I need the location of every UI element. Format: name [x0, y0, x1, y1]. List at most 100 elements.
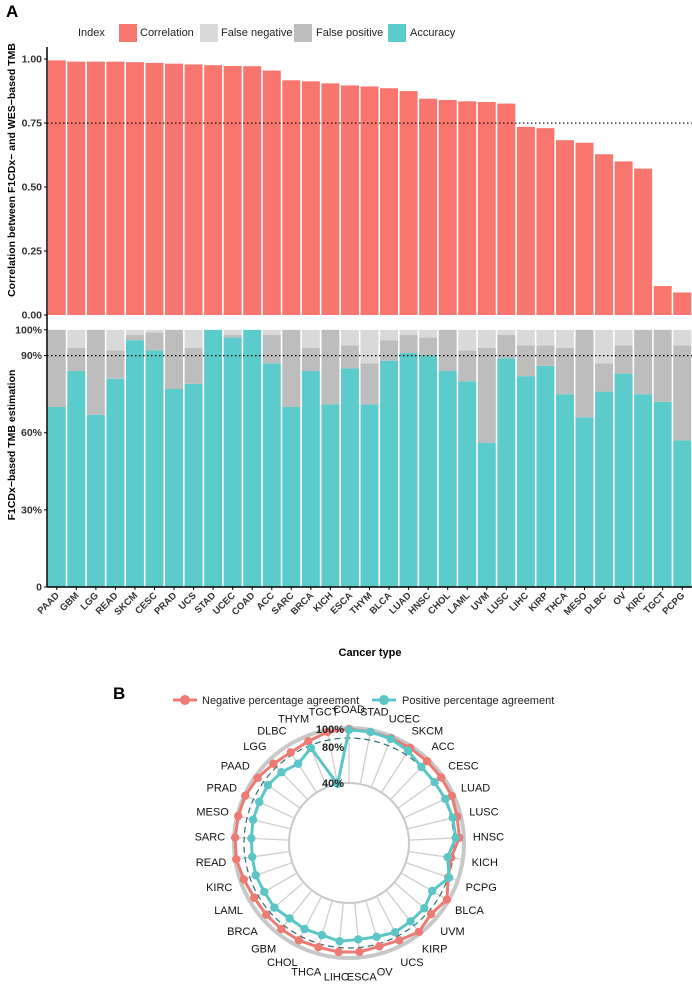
bar-accuracy-thym	[360, 404, 379, 587]
bar-false-positive-lusc	[497, 335, 516, 359]
bar-false-negative-pcpg	[673, 329, 692, 346]
legend-swatch-false-negative	[200, 24, 218, 42]
radar-point-ppa-cesc	[430, 777, 439, 787]
bar-false-positive-kich	[321, 329, 340, 405]
radar-category-label-prad: PRAD	[207, 782, 238, 794]
x-tick-label-pcpg: PCPG	[661, 590, 688, 617]
radar-point-npa-uvm	[426, 909, 436, 919]
correlation-bar-chart: 0.00 0.25 0.50 0.75 1.00	[22, 47, 692, 322]
radar-radial-tick-label: 100%	[316, 724, 344, 736]
radar-category-label-esca: ESCA	[347, 971, 378, 983]
radar-point-ppa-read	[247, 852, 257, 862]
radar-category-label-uvm: UVM	[440, 926, 464, 938]
radar-point-ppa-lgg	[277, 768, 286, 777]
correlation-bar-ov	[614, 161, 633, 315]
x-tick-label-laml: LAML	[446, 590, 473, 617]
bar-false-positive-meso	[575, 329, 594, 418]
correlation-bar-read	[106, 61, 125, 315]
bar-false-positive-pcpg	[673, 345, 692, 441]
radar-point-npa-meso	[234, 811, 243, 821]
correlation-bar-dlbc	[595, 154, 614, 315]
radar-category-label-chol: CHOL	[267, 957, 298, 969]
radar-point-ppa-hnsc	[451, 833, 460, 843]
bar-false-positive-thca	[555, 347, 574, 395]
bar-accuracy-dlbc	[595, 391, 614, 587]
bar-accuracy-lgg	[86, 414, 105, 587]
radar-category-label-cesc: CESC	[448, 760, 479, 772]
bar-false-positive-ucs	[184, 347, 203, 384]
correlation-bar-esca	[340, 85, 359, 316]
bar-false-positive-prad	[165, 329, 184, 390]
correlation-bar-prad	[165, 63, 184, 316]
correlation-bar-uvm	[477, 102, 496, 315]
radar-point-npa-luad	[447, 791, 457, 801]
radar-category-label-stad: STAD	[360, 706, 389, 718]
bar-accuracy-tgct	[653, 401, 672, 587]
correlation-bar-lgg	[86, 61, 105, 315]
bar-accuracy-sarc	[282, 407, 301, 587]
radar-category-label-gbm: GBM	[251, 943, 276, 955]
bar-false-positive-luad	[399, 335, 418, 354]
radar-category-label-lgg: LGG	[243, 741, 266, 753]
radar-point-ppa-prad	[255, 797, 264, 807]
legend-label-correlation: Correlation	[140, 27, 194, 39]
radar-point-ppa-meso	[248, 815, 258, 824]
correlation-bar-tgct	[653, 286, 672, 315]
radar-category-label-kirc: KIRC	[206, 882, 232, 894]
radar-point-ppa-coad	[344, 725, 354, 735]
correlation-y-tick-label: 1.00	[22, 54, 43, 66]
radar-point-ppa-thym	[306, 743, 316, 753]
x-tick-label-gbm: GBM	[58, 590, 82, 614]
bar-accuracy-skcm	[125, 340, 144, 587]
bar-false-negative-dlbc	[595, 329, 614, 364]
panel-a-label: A	[6, 2, 18, 21]
bar-accuracy-chol	[438, 371, 457, 587]
bar-accuracy-prad	[165, 389, 184, 587]
radar-point-ppa-kirp	[406, 917, 415, 926]
bar-accuracy-kirc	[634, 394, 653, 587]
bar-false-positive-hnsc	[419, 337, 438, 356]
bar-accuracy-lusc	[497, 358, 516, 587]
bar-false-negative-acc	[262, 329, 281, 336]
radar-point-ppa-esca	[354, 935, 363, 944]
bar-false-negative-ucs	[184, 329, 203, 348]
correlation-bar-hnsc	[419, 98, 438, 315]
x-tick-label-paad: PAAD	[36, 590, 62, 616]
bar-accuracy-pcpg	[673, 440, 692, 587]
bar-accuracy-paad	[47, 407, 66, 587]
radar-point-ppa-sarc	[247, 834, 256, 843]
radar-point-ppa-pcpg	[444, 873, 454, 882]
bar-false-negative-laml	[458, 329, 477, 351]
correlation-bar-blca	[380, 88, 399, 316]
radar-point-ppa-kich	[443, 852, 452, 862]
bar-false-positive-acc	[262, 335, 281, 364]
correlation-bar-ucec	[223, 65, 242, 315]
radar-point-ppa-skcm	[404, 746, 413, 756]
radar-point-npa-cesc	[436, 773, 446, 782]
x-tick-label-lihc: LIHC	[508, 590, 532, 614]
correlation-bar-kirc	[634, 168, 653, 315]
bar-accuracy-blca	[380, 360, 399, 587]
radar-series-line-ppa	[249, 728, 458, 943]
radar-category-label-tgct: TGCT	[309, 706, 339, 718]
bar-accuracy-lihc	[516, 376, 535, 587]
bar-false-negative-esca	[340, 329, 359, 346]
bar-false-negative-gbm	[67, 329, 86, 348]
correlation-bar-brca	[301, 81, 320, 315]
bar-false-positive-tgct	[653, 329, 672, 402]
correlation-bar-meso	[575, 142, 594, 315]
radar-point-ppa-ucs	[390, 928, 400, 937]
radar-point-npa-esca	[355, 947, 364, 957]
bar-false-positive-lgg	[86, 329, 105, 415]
x-tick-label-brca: BRCA	[289, 590, 316, 617]
legend-label-false-negative: False negative	[221, 27, 293, 39]
bar-false-negative-read	[106, 329, 125, 351]
radar-point-npa-chol	[294, 936, 304, 945]
radar-category-label-read: READ	[196, 857, 227, 869]
bar-false-positive-esca	[340, 345, 359, 369]
legend-label-accuracy: Accuracy	[410, 27, 456, 39]
radar-category-label-sarc: SARC	[195, 832, 226, 844]
radar-category-label-pcpg: PCPG	[466, 882, 497, 894]
